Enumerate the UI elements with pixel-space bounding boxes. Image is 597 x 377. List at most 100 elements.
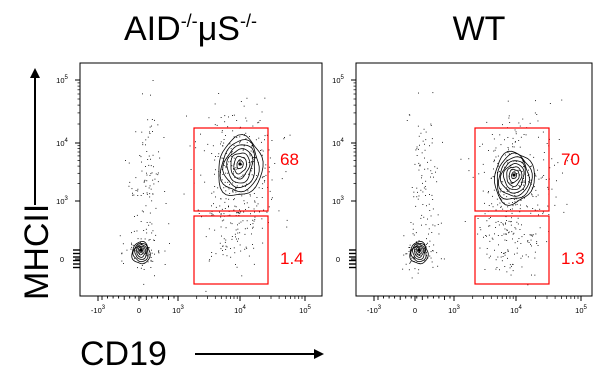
event-dot: [159, 157, 161, 159]
event-dot: [253, 193, 255, 194]
event-dot: [231, 153, 232, 155]
event-dot: [249, 195, 251, 197]
population-cd19pos-mhcii: [218, 134, 264, 197]
event-dot: [214, 124, 216, 126]
event-dot: [213, 203, 214, 205]
event-dot: [530, 234, 532, 236]
event-dot: [265, 164, 267, 166]
event-dot: [501, 235, 503, 236]
event-dot: [208, 117, 210, 119]
event-dot: [514, 195, 516, 196]
event-dot: [482, 163, 484, 165]
event-dot: [149, 133, 151, 134]
event-dot: [495, 221, 497, 223]
event-dot: [414, 268, 416, 270]
event-dot: [507, 152, 509, 153]
event-dot: [504, 139, 505, 141]
event-dot: [431, 142, 433, 144]
event-dot: [529, 122, 531, 124]
event-dot: [480, 229, 482, 231]
event-dot: [413, 234, 415, 236]
event-dot: [225, 172, 227, 174]
event-dot: [429, 210, 431, 211]
event-dot: [225, 198, 227, 200]
event-dot: [512, 143, 513, 145]
contour-ring: [409, 240, 429, 265]
event-dot: [495, 227, 496, 228]
event-dot: [519, 170, 521, 171]
event-dot: [251, 168, 253, 170]
event-dot: [131, 244, 133, 246]
event-dot: [261, 111, 263, 113]
event-dot: [214, 229, 216, 231]
event-dot: [205, 290, 207, 292]
event-dot: [503, 253, 505, 254]
event-dot: [418, 240, 420, 242]
event-dot: [146, 255, 148, 257]
event-dot: [408, 269, 410, 271]
event-dot: [517, 169, 519, 171]
event-dot: [509, 264, 511, 266]
event-dot: [511, 265, 512, 267]
event-dot: [509, 267, 511, 269]
event-dot: [507, 137, 509, 138]
event-dot: [505, 252, 507, 254]
event-dot: [505, 234, 507, 235]
event-dot: [418, 169, 420, 171]
contour-ring: [410, 242, 427, 263]
event-dot: [412, 223, 414, 225]
event-dot: [135, 177, 137, 179]
event-dot: [527, 206, 528, 208]
event-dot: [225, 167, 227, 169]
event-dot: [414, 163, 416, 165]
event-dot: [411, 257, 413, 259]
event-dot: [246, 227, 248, 229]
event-dot: [268, 149, 270, 151]
event-dot: [512, 233, 514, 235]
event-dot: [527, 241, 529, 243]
event-dot: [501, 260, 503, 262]
event-dot: [416, 196, 418, 198]
event-dot: [154, 178, 156, 180]
event-dot: [233, 199, 234, 201]
event-dot: [403, 235, 405, 237]
event-dot: [155, 173, 157, 175]
event-dot: [512, 205, 514, 207]
event-dot: [246, 202, 248, 204]
y-tick-label: 103: [56, 196, 68, 206]
event-dot: [505, 216, 507, 218]
event-dot: [488, 234, 490, 236]
event-dot: [417, 272, 419, 274]
contour-ring: [493, 150, 535, 206]
event-dot: [236, 238, 237, 240]
event-dot: [274, 163, 276, 164]
event-dot: [411, 277, 413, 279]
event-dot: [219, 211, 220, 213]
event-dot: [435, 171, 436, 173]
event-dot: [211, 255, 212, 257]
event-dot: [225, 165, 227, 167]
x-tick-label: 0: [137, 306, 141, 315]
event-dot: [152, 80, 154, 81]
event-dot: [419, 252, 420, 254]
event-dot: [511, 231, 513, 233]
event-dot: [503, 202, 505, 204]
event-dot: [421, 177, 422, 179]
event-dot: [523, 189, 524, 190]
event-dot: [523, 134, 525, 135]
event-dot: [232, 130, 234, 132]
event-dot: [128, 185, 130, 187]
event-dot: [258, 137, 260, 139]
event-dot: [141, 252, 143, 254]
event-dot: [479, 227, 481, 228]
event-dot: [252, 219, 254, 221]
event-dot: [137, 248, 139, 250]
event-dot: [248, 173, 249, 175]
event-dot: [226, 246, 228, 248]
event-dot: [563, 211, 565, 213]
event-dot: [148, 239, 150, 241]
event-dot: [427, 242, 428, 244]
event-dot: [207, 143, 209, 145]
event-dot: [153, 239, 155, 241]
event-dot: [222, 157, 224, 159]
